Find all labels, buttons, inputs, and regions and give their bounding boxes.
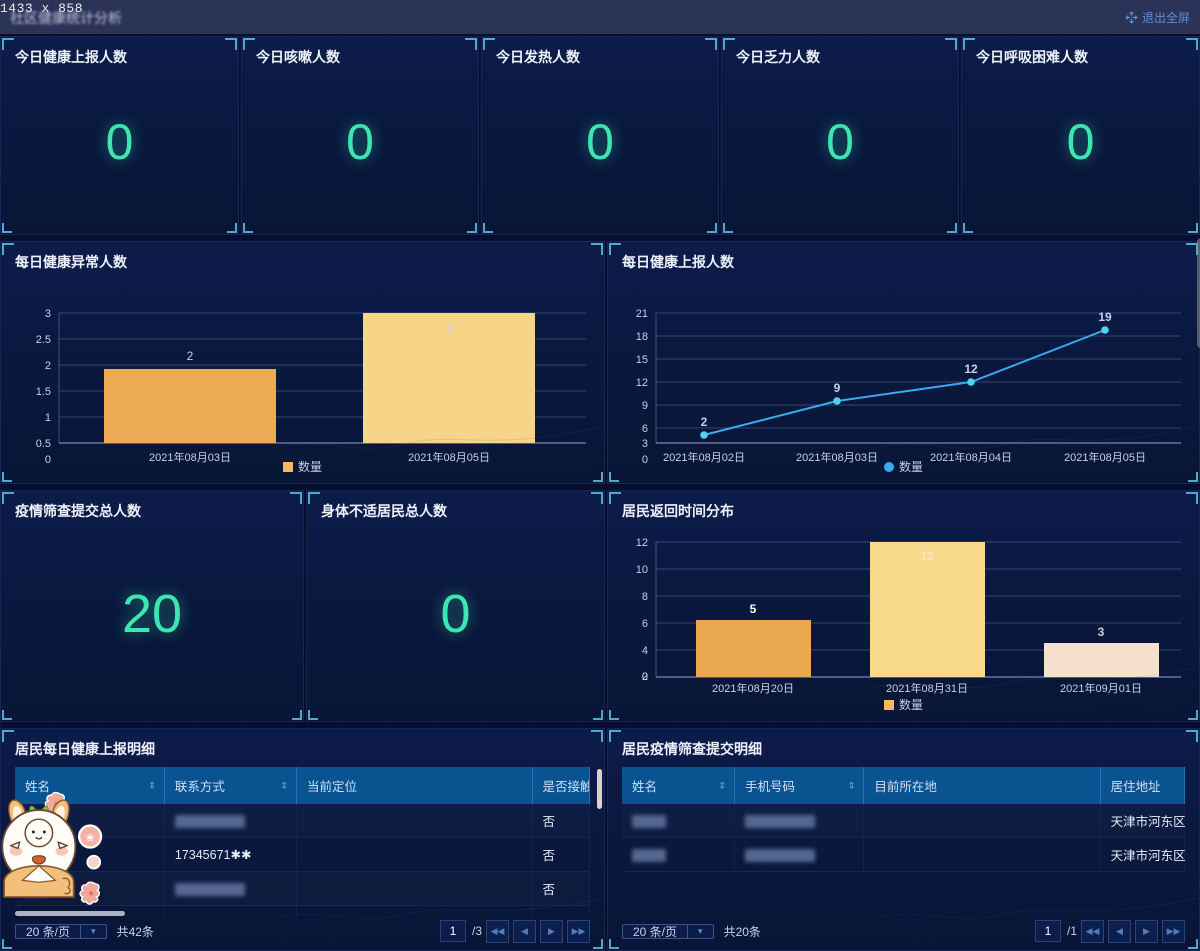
svg-text:9: 9 bbox=[642, 400, 648, 412]
svg-text:5: 5 bbox=[750, 602, 757, 616]
svg-text:0.5: 0.5 bbox=[36, 438, 51, 450]
svg-text:3: 3 bbox=[45, 308, 51, 320]
svg-text:9: 9 bbox=[834, 381, 841, 395]
svg-text:12: 12 bbox=[636, 377, 648, 389]
svg-text:18: 18 bbox=[636, 331, 648, 343]
svg-text:1.5: 1.5 bbox=[36, 386, 51, 398]
svg-text:8: 8 bbox=[642, 591, 648, 603]
svg-text:21: 21 bbox=[636, 308, 648, 320]
svg-text:12: 12 bbox=[964, 362, 978, 376]
svg-text:2: 2 bbox=[187, 349, 194, 363]
svg-text:3: 3 bbox=[446, 322, 453, 336]
svg-text:15: 15 bbox=[636, 354, 648, 366]
svg-text:2: 2 bbox=[701, 415, 708, 429]
svg-text:2021年08月31日: 2021年08月31日 bbox=[886, 681, 968, 695]
svg-text:3: 3 bbox=[642, 438, 648, 450]
svg-text:0: 0 bbox=[642, 671, 648, 683]
svg-text:4: 4 bbox=[642, 645, 648, 657]
svg-text:2021年08月20日: 2021年08月20日 bbox=[712, 681, 794, 695]
svg-text:6: 6 bbox=[642, 618, 648, 630]
svg-text:1: 1 bbox=[45, 412, 51, 424]
svg-text:2.5: 2.5 bbox=[36, 334, 51, 346]
svg-text:2021年09月01日: 2021年09月01日 bbox=[1060, 681, 1142, 695]
svg-text:6: 6 bbox=[642, 423, 648, 435]
svg-text:12: 12 bbox=[636, 537, 648, 549]
svg-text:19: 19 bbox=[1098, 310, 1112, 324]
svg-text:2: 2 bbox=[45, 360, 51, 372]
svg-text:10: 10 bbox=[636, 564, 648, 576]
svg-text:3: 3 bbox=[1098, 625, 1105, 639]
svg-text:12: 12 bbox=[920, 549, 934, 563]
